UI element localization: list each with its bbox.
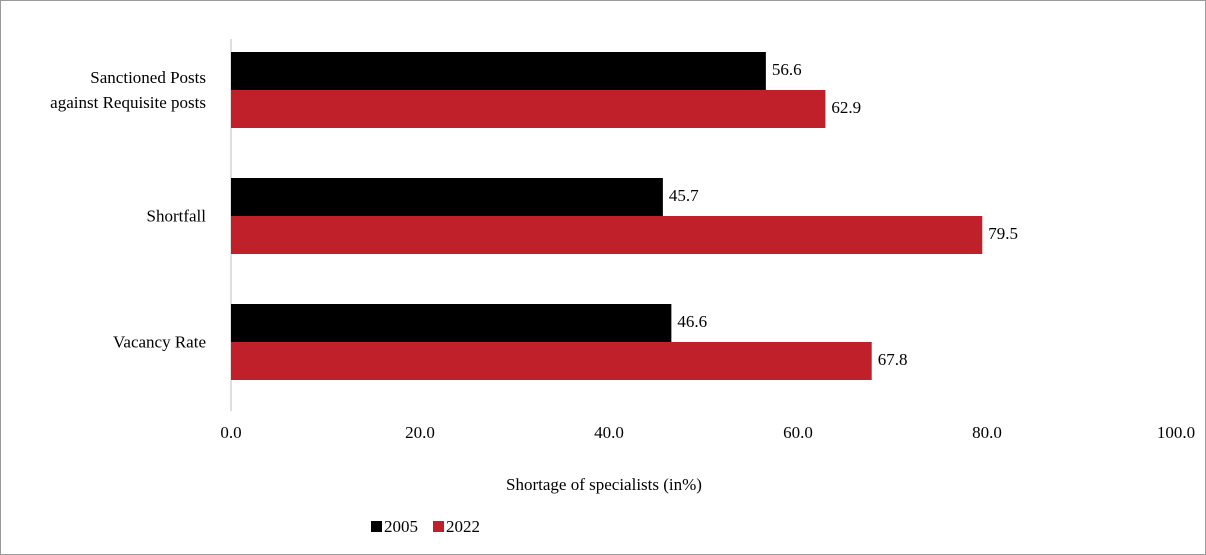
data-label: 62.9 <box>831 98 861 117</box>
data-label: 56.6 <box>772 60 802 79</box>
legend-swatch <box>371 521 382 532</box>
y-tick-label: Vacancy Rate <box>113 332 206 352</box>
legend-swatch <box>433 521 444 532</box>
bar <box>231 52 766 90</box>
x-tick-label: 80.0 <box>972 423 1002 442</box>
y-tick-label: Shortfall <box>146 206 207 226</box>
legend-label: 2005 <box>384 517 418 536</box>
data-label: 79.5 <box>988 224 1018 243</box>
legend-label: 2022 <box>446 517 480 536</box>
x-tick-label: 20.0 <box>405 423 435 442</box>
x-tick-label: 0.0 <box>220 423 241 442</box>
x-axis-title: Shortage of specialists (in%) <box>506 475 702 494</box>
bar <box>231 304 672 342</box>
bar <box>231 342 872 380</box>
bar <box>231 178 663 216</box>
y-tick-label: Sanctioned Posts against Requisite posts <box>50 68 206 112</box>
bar <box>231 216 983 254</box>
x-tick-label: 60.0 <box>783 423 813 442</box>
bar <box>231 90 826 128</box>
x-tick-label: 100.0 <box>1157 423 1195 442</box>
x-tick-label: 40.0 <box>594 423 624 442</box>
data-label: 67.8 <box>878 350 908 369</box>
data-label: 46.6 <box>677 312 707 331</box>
data-label: 45.7 <box>669 186 699 205</box>
